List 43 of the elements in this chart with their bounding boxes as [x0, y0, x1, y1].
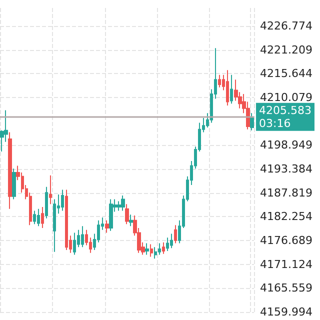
y-tick-label: 4221.209 — [260, 43, 312, 56]
candlestick — [8, 132, 12, 210]
candlestick — [154, 246, 157, 260]
candlestick — [129, 214, 133, 227]
candlestick — [145, 242, 149, 256]
candlestick — [162, 242, 165, 254]
candlestick — [105, 220, 109, 234]
candlestick — [53, 198, 56, 252]
candlestick — [158, 242, 161, 256]
candlestick — [166, 237, 169, 252]
y-tick-label: 4210.079 — [260, 91, 312, 104]
candlestick — [65, 189, 68, 250]
y-tick-label: 4182.254 — [260, 210, 312, 224]
candlestick — [12, 168, 16, 200]
candlestick — [250, 112, 254, 131]
y-tick-label: 4226.774 — [260, 20, 312, 33]
candlestick — [33, 210, 36, 225]
candlestick — [150, 244, 153, 258]
y-tick-label: 4198.949 — [260, 138, 312, 152]
ref-line-label: 4205.583 — [259, 104, 312, 117]
candlestick — [73, 232, 76, 256]
candlestick — [230, 74, 233, 104]
candlestick — [81, 226, 84, 248]
y-tick-label: 4176.689 — [260, 234, 312, 248]
candlestick — [121, 194, 125, 212]
y-tick-label: 4187.819 — [260, 186, 312, 200]
y-tick-label: 4171.124 — [260, 258, 312, 271]
candlestick — [45, 186, 48, 219]
candlestick — [37, 208, 40, 227]
candlestick — [174, 224, 177, 244]
y-tick-label: 4193.384 — [260, 162, 312, 176]
y-tick-label: 4165.559 — [260, 282, 312, 295]
candlestick — [170, 233, 173, 249]
text: 03:16 — [259, 116, 291, 130]
candlestick — [125, 204, 129, 225]
candlestick — [61, 189, 64, 212]
candlestick — [49, 174, 52, 205]
candlestick — [109, 198, 113, 232]
candlestick — [41, 206, 44, 228]
candlestick — [218, 74, 221, 88]
y-tick-label: 4215.644 — [260, 67, 312, 80]
candlestick — [226, 70, 229, 106]
y-tick-label: 4159.994 — [260, 306, 312, 318]
